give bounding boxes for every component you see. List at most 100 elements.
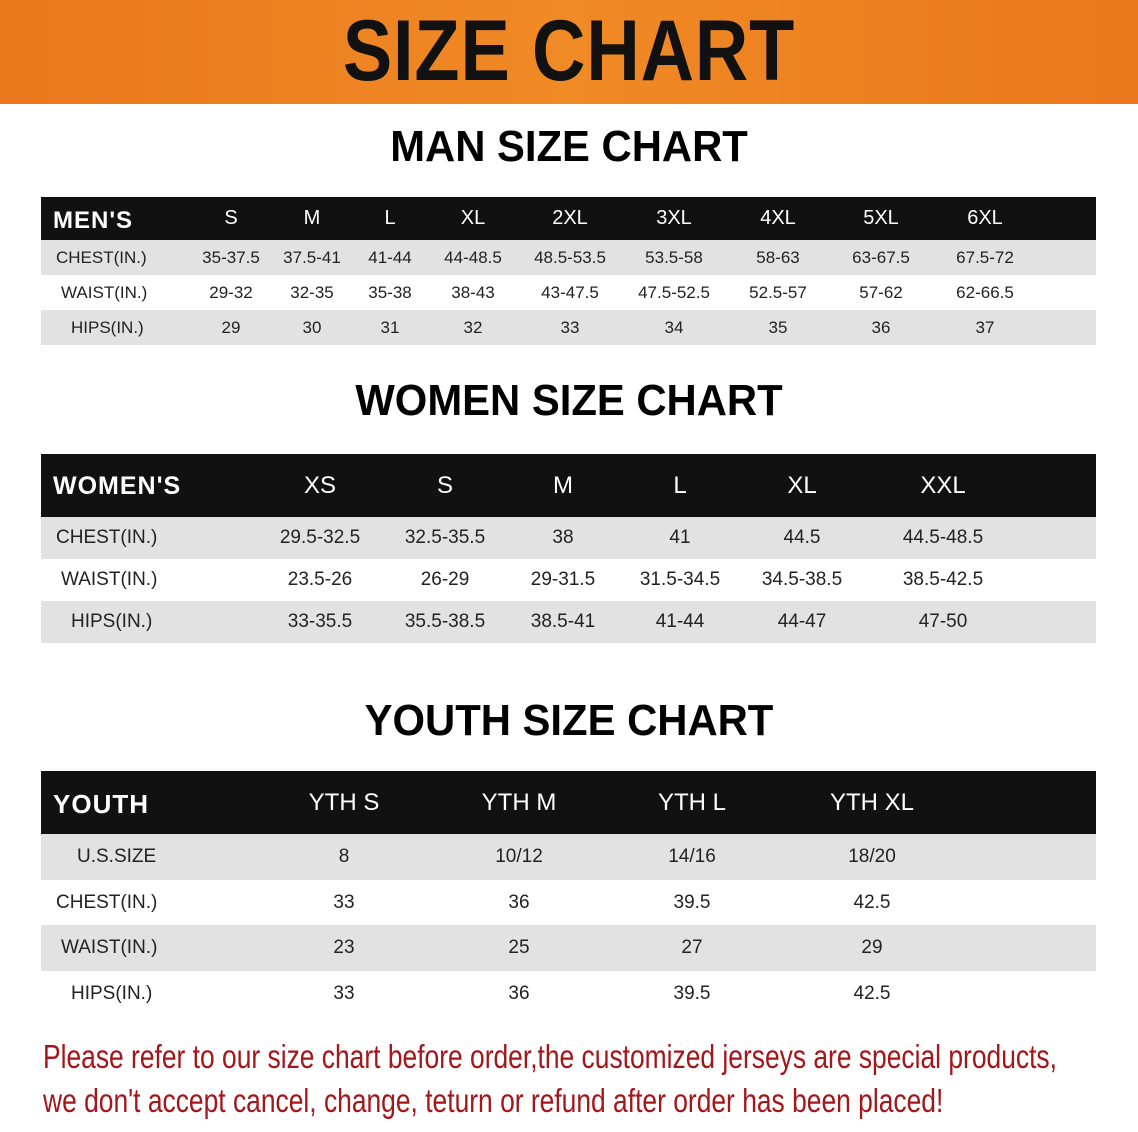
table-cell: 14/16 xyxy=(668,846,716,867)
row-label: WAIST(IN.) xyxy=(61,283,148,302)
table-cell: 47.5-52.5 xyxy=(638,283,710,302)
table-cell: 39.5 xyxy=(673,982,711,1004)
table-cell: 35 xyxy=(768,318,788,337)
size-header: M xyxy=(553,472,573,499)
table-cell: 33 xyxy=(560,318,580,337)
table-row: WAIST(IN.) 23.5-26 26-29 29-31.5 31.5-34.5 34… xyxy=(41,559,1096,601)
row-label: WAIST(IN.) xyxy=(61,569,158,590)
size-header: L xyxy=(673,472,687,499)
youth-section-title: YOUTH SIZE CHART xyxy=(364,696,774,745)
table-cell: 38 xyxy=(552,527,574,548)
table-cell: 27 xyxy=(681,937,703,958)
table-cell: 41-44 xyxy=(655,611,705,632)
size-header: YTH XL xyxy=(829,789,915,816)
table-cell: 26-29 xyxy=(420,569,470,590)
table-cell: 10/12 xyxy=(495,846,543,867)
table-cell: 36 xyxy=(508,982,530,1004)
size-header: XS xyxy=(303,472,337,499)
table-cell: 35-38 xyxy=(368,283,412,302)
table-cell: 35.5-38.5 xyxy=(404,611,486,632)
table-row: CHEST(IN.) 35-37.5 37.5-41 41-44 44-48.5 48.5… xyxy=(41,240,1096,275)
size-header: YTH L xyxy=(657,789,727,816)
size-header: 6XL xyxy=(967,207,1003,229)
men-header-row: MEN'S S M L XL 2XL 3XL 4XL 5XL 6XL xyxy=(41,197,1096,240)
table-cell: 33 xyxy=(333,982,355,1004)
women-header-row: WOMEN'S XS S M L XL XXL xyxy=(41,454,1096,517)
women-section-title: WOMEN SIZE CHART xyxy=(355,376,783,425)
notice-line-1: Please refer to our size chart before or… xyxy=(43,1038,1057,1075)
table-cell: 8 xyxy=(338,846,350,867)
table-cell: 42.5 xyxy=(853,891,891,913)
size-header: XL xyxy=(460,207,486,229)
table-row: CHEST(IN.) 33 36 39.5 42.5 xyxy=(41,879,1096,925)
banner: SIZE CHART xyxy=(0,0,1138,104)
table-cell: 63-67.5 xyxy=(852,248,910,267)
notice-line-2: we don't accept cancel, change, teturn o… xyxy=(43,1082,944,1119)
table-cell: 23 xyxy=(333,937,355,958)
table-cell: 36 xyxy=(508,891,530,913)
size-header: M xyxy=(303,207,321,229)
table-cell: 37 xyxy=(975,318,995,337)
size-header: 4XL xyxy=(760,207,796,229)
youth-header-row: YOUTH YTH S YTH M YTH L YTH XL xyxy=(41,771,1096,834)
table-cell: 31 xyxy=(380,318,400,337)
table-cell: 38.5-42.5 xyxy=(902,569,984,590)
table-cell: 44-48.5 xyxy=(444,248,502,267)
table-cell: 38-43 xyxy=(451,283,495,302)
table-cell: 29-32 xyxy=(209,283,253,302)
table-cell: 44.5-48.5 xyxy=(902,527,984,548)
table-cell: 52.5-57 xyxy=(749,283,807,302)
table-cell: 48.5-53.5 xyxy=(534,248,606,267)
men-section-title: MAN SIZE CHART xyxy=(390,122,748,171)
table-cell: 38.5-41 xyxy=(530,611,596,632)
table-cell: 32 xyxy=(463,318,483,337)
table-cell: 36 xyxy=(871,318,891,337)
table-cell: 29 xyxy=(861,937,883,958)
men-header-label: MEN'S xyxy=(53,207,134,234)
table-row: HIPS(IN.) 33 36 39.5 42.5 xyxy=(41,970,1096,1016)
row-label: HIPS(IN.) xyxy=(71,982,153,1004)
table-row: HIPS(IN.) 29 30 31 32 33 34 35 36 37 xyxy=(41,310,1096,345)
table-cell: 47-50 xyxy=(918,611,968,632)
table-cell: 37.5-41 xyxy=(283,248,341,267)
table-row: WAIST(IN.) 23 25 27 29 xyxy=(41,925,1096,971)
row-label: CHEST(IN.) xyxy=(56,248,147,267)
table-cell: 30 xyxy=(302,318,322,337)
table-cell: 32.5-35.5 xyxy=(404,527,486,548)
table-cell: 62-66.5 xyxy=(956,283,1014,302)
table-cell: 44-47 xyxy=(777,611,827,632)
table-cell: 41-44 xyxy=(368,248,412,267)
table-cell: 58-63 xyxy=(756,248,800,267)
table-cell: 42.5 xyxy=(853,982,891,1004)
size-header: YTH S xyxy=(308,789,380,816)
size-header: XXL xyxy=(920,472,966,499)
row-label: CHEST(IN.) xyxy=(56,527,158,548)
table-cell: 53.5-58 xyxy=(645,248,703,267)
banner-title: SIZE CHART xyxy=(342,3,796,99)
table-row: CHEST(IN.) 29.5-32.5 32.5-35.5 38 41 44.5 44.5… xyxy=(41,517,1096,559)
table-cell: 35-37.5 xyxy=(202,248,260,267)
table-cell: 67.5-72 xyxy=(956,248,1014,267)
row-label: U.S.SIZE xyxy=(77,846,157,867)
table-cell: 29-31.5 xyxy=(530,569,596,590)
size-header: L xyxy=(384,207,396,229)
table-cell: 31.5-34.5 xyxy=(639,569,721,590)
row-label: HIPS(IN.) xyxy=(71,611,153,632)
table-cell: 39.5 xyxy=(673,891,711,913)
table-cell: 34 xyxy=(664,318,684,337)
size-header: 3XL xyxy=(656,207,692,229)
women-header-label: WOMEN'S xyxy=(53,472,182,500)
size-header: S xyxy=(436,472,454,499)
table-row: U.S.SIZE 8 10/12 14/16 18/20 xyxy=(41,834,1096,880)
table-cell: 41 xyxy=(669,527,691,548)
table-cell: 33 xyxy=(333,891,355,913)
table-cell: 34.5-38.5 xyxy=(761,569,843,590)
size-header: S xyxy=(224,207,238,229)
youth-header-label: YOUTH xyxy=(53,789,149,819)
table-cell: 29 xyxy=(221,318,241,337)
table-row: HIPS(IN.) 33-35.5 35.5-38.5 38.5-41 41-44 44-… xyxy=(41,601,1096,643)
table-cell: 44.5 xyxy=(783,527,821,548)
table-cell: 23.5-26 xyxy=(287,569,353,590)
row-label: HIPS(IN.) xyxy=(71,318,144,337)
table-cell: 32-35 xyxy=(290,283,334,302)
